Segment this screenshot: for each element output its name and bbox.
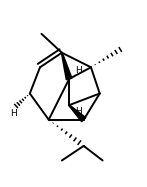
Text: H: H <box>10 109 16 118</box>
Polygon shape <box>61 53 72 80</box>
Polygon shape <box>69 105 86 122</box>
Text: H: H <box>75 107 82 116</box>
Text: H: H <box>75 66 82 75</box>
